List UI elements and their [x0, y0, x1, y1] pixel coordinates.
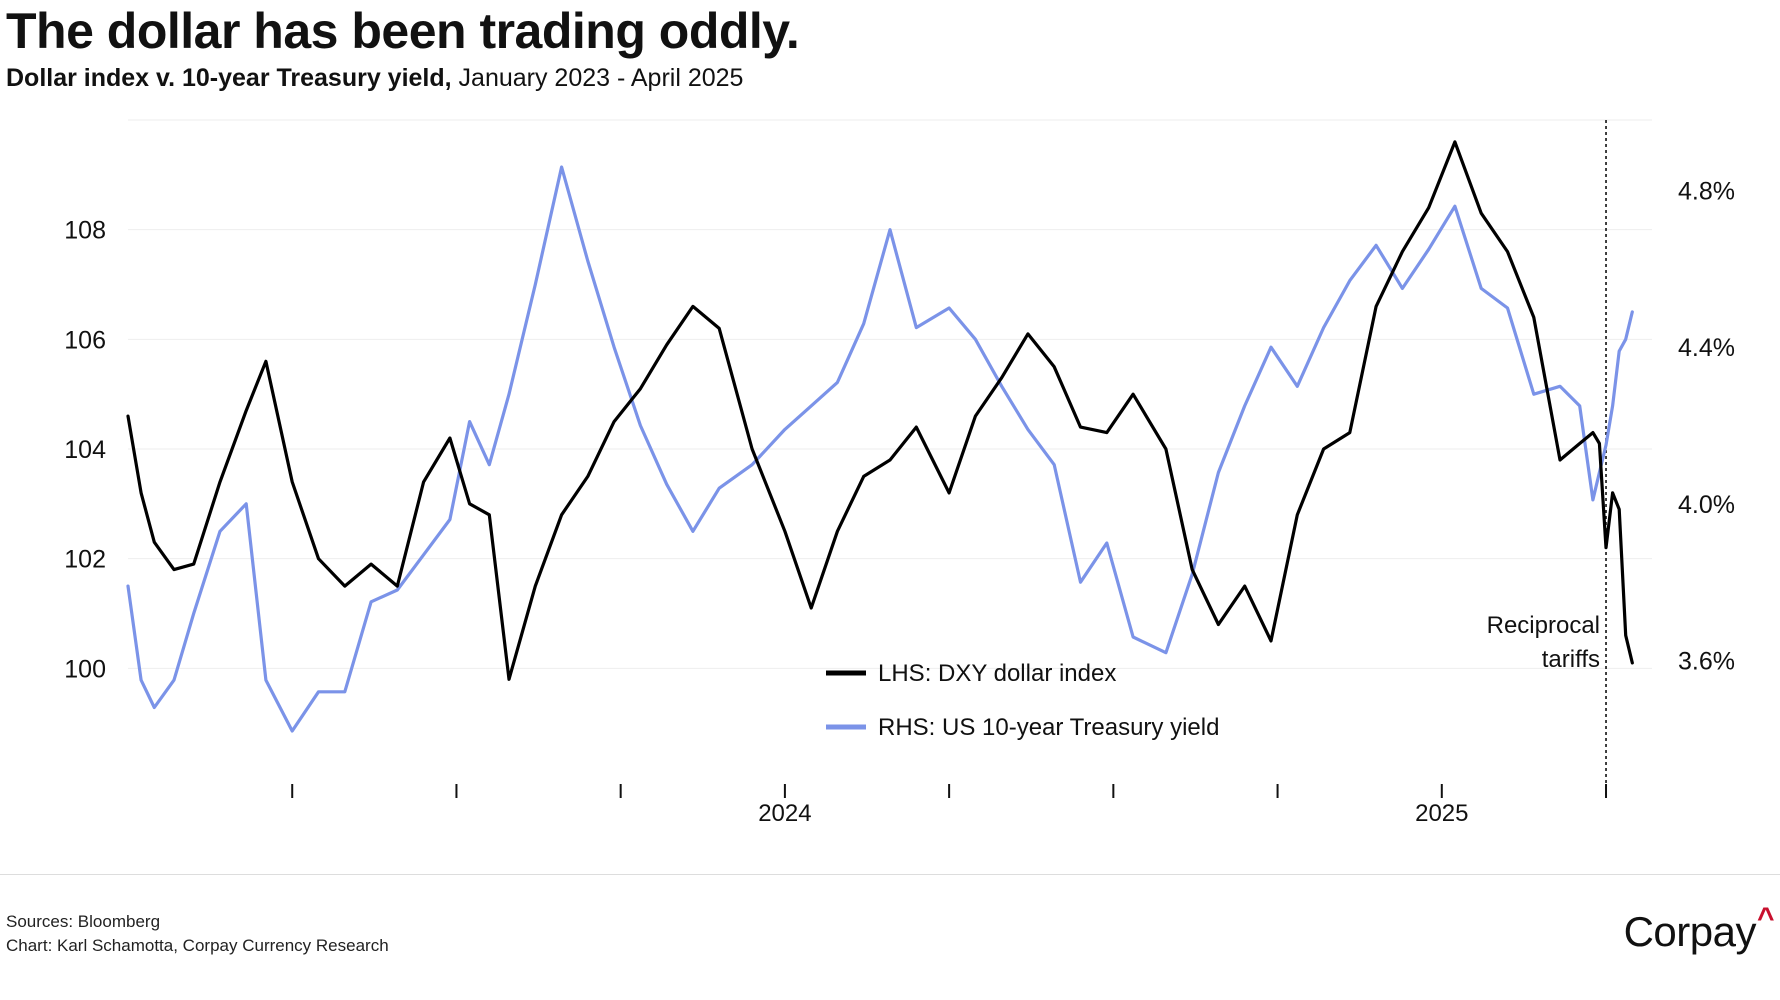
logo-wordmark: Corpay — [1623, 908, 1757, 955]
logo-caret-icon: ^ — [1756, 902, 1775, 935]
series — [126, 140, 1634, 733]
credit-line: Chart: Karl Schamotta, Corpay Currency R… — [6, 936, 389, 955]
annotation-text-line2: tariffs — [1542, 646, 1600, 673]
left-tick-label-100: 100 — [64, 655, 106, 683]
legend-label-dxy: LHS: DXY dollar index — [878, 660, 1116, 687]
source-notes: Sources: Bloomberg Chart: Karl Schamotta… — [6, 910, 389, 958]
legend: LHS: DXY dollar index RHS: US 10-year Tr… — [826, 660, 1219, 741]
left-tick-label-104: 104 — [64, 436, 106, 464]
right-tick-label-3: 4.8% — [1678, 178, 1735, 206]
subtitle-main: Dollar index v. 10-year Treasury yield, — [6, 64, 452, 92]
right-tick-label-1: 4.0% — [1678, 491, 1735, 519]
chart-subtitle: Dollar index v. 10-year Treasury yield, … — [6, 64, 743, 93]
yield-series-line — [126, 165, 1634, 733]
sources-line: Sources: Bloomberg — [6, 912, 161, 931]
x-tick-label-2025: 2025 — [1415, 800, 1468, 827]
right-tick-label-0: 3.6% — [1678, 648, 1735, 676]
corpay-logo: Corpay^ — [1623, 902, 1775, 956]
left-tick-label-108: 108 — [64, 217, 106, 245]
x-tick-label-2024: 2024 — [758, 800, 811, 827]
subtitle-date-range: January 2023 - April 2025 — [458, 64, 744, 92]
annotation-text-line1: Reciprocal — [1487, 612, 1600, 639]
left-tick-label-106: 106 — [64, 326, 106, 354]
dxy-series-line — [126, 140, 1634, 681]
gridlines — [128, 119, 1652, 669]
chart-title: The dollar has been trading oddly. — [6, 3, 800, 59]
legend-label-yield: RHS: US 10-year Treasury yield — [878, 714, 1219, 741]
axes: 100 102 104 106 108 3.6% 4.0% 4.4% 4.8% 2024 2025 — [64, 178, 1735, 828]
right-tick-label-2: 4.4% — [1678, 334, 1735, 362]
footer-divider — [0, 874, 1780, 875]
left-tick-label-102: 102 — [64, 546, 106, 574]
